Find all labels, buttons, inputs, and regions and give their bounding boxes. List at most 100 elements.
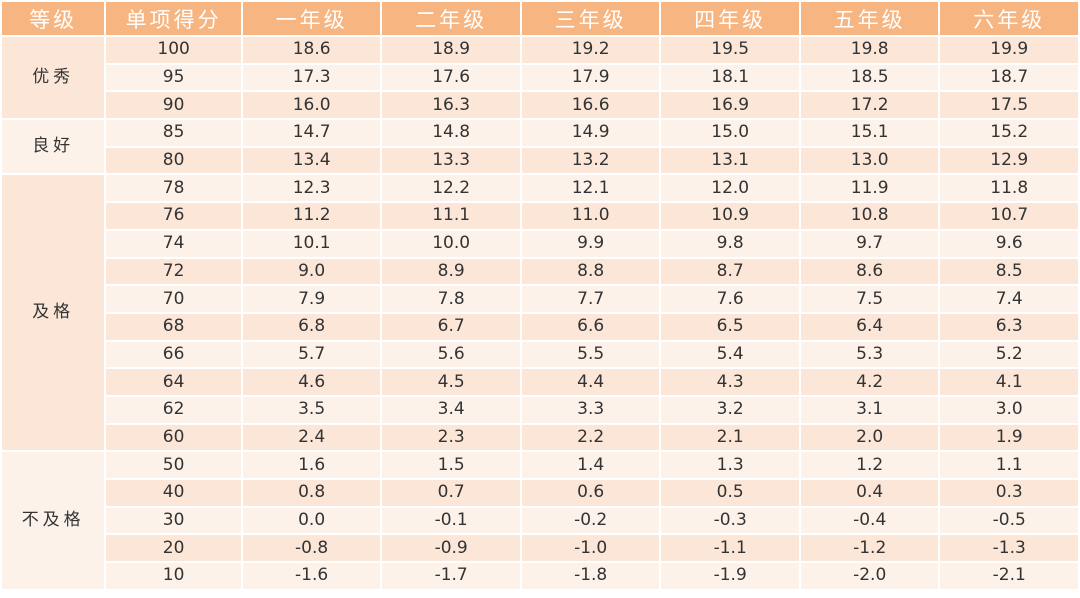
value-cell-grade-5: 11.9 bbox=[800, 175, 939, 202]
value-cell-grade-1: 9.0 bbox=[242, 258, 381, 285]
value-cell-grade-3: 0.6 bbox=[521, 480, 660, 506]
score-cell: 10 bbox=[106, 563, 241, 589]
value-cell-grade-4: -1.1 bbox=[661, 535, 799, 562]
value-cell-grade-3: 4.4 bbox=[521, 369, 660, 395]
value-cell-grade-6: 4.1 bbox=[940, 369, 1078, 395]
value-cell-grade-1: 0.0 bbox=[242, 507, 381, 534]
header-grade-2: 二年级 bbox=[382, 2, 520, 35]
value-cell-grade-4: 19.5 bbox=[661, 37, 799, 63]
value-cell-grade-4: 0.5 bbox=[661, 480, 799, 506]
value-cell-grade-3: 7.7 bbox=[521, 286, 660, 312]
table-row: 优秀 100 18.6 18.9 19.2 19.5 19.8 19.9 bbox=[2, 37, 1078, 119]
score-cell: 95 bbox=[106, 64, 241, 91]
value-cell-grade-2: -1.7 bbox=[382, 563, 520, 589]
value-cell-grade-6: 1.1 bbox=[940, 452, 1078, 478]
value-cell-grade-4: 18.1 bbox=[661, 64, 799, 91]
value-cell-grade-4: 12.0 bbox=[661, 175, 799, 202]
value-cell-grade-5: 18.5 bbox=[800, 64, 939, 91]
value-cell-grade-6: 15.2 bbox=[940, 120, 1078, 146]
value-cell-grade-4: 10.9 bbox=[661, 203, 799, 229]
value-cell-grade-3: 3.3 bbox=[521, 396, 660, 423]
value-cell-grade-2: 14.8 bbox=[382, 120, 520, 146]
score-cell: 60 bbox=[106, 424, 241, 451]
value-cell-grade-6: 5.2 bbox=[940, 341, 1078, 368]
table-row: 80 13.4 13.3 13.2 13.1 13.0 12.9 bbox=[2, 147, 1078, 174]
score-cell: 78 bbox=[106, 175, 241, 202]
value-cell-grade-1: -1.6 bbox=[242, 563, 381, 589]
value-cell-grade-1: 12.3 bbox=[242, 175, 381, 202]
value-cell-grade-2: 8.9 bbox=[382, 258, 520, 285]
value-cell-grade-3: 13.2 bbox=[521, 147, 660, 174]
value-cell-grade-5: -0.4 bbox=[800, 507, 939, 534]
value-cell-grade-2: -0.1 bbox=[382, 507, 520, 534]
value-cell-grade-4: -1.9 bbox=[661, 563, 799, 589]
grade-level-cell: 良好 bbox=[2, 120, 105, 174]
value-cell-grade-1: 10.1 bbox=[242, 230, 381, 257]
score-cell: 100 bbox=[106, 37, 241, 63]
value-cell-grade-4: 8.7 bbox=[661, 258, 799, 285]
value-cell-grade-6: 7.4 bbox=[940, 286, 1078, 312]
value-cell-grade-1: 13.4 bbox=[242, 147, 381, 174]
table-row: 74 10.1 10.0 9.9 9.8 9.7 9.6 bbox=[2, 230, 1078, 257]
value-cell-grade-3: 16.6 bbox=[521, 92, 660, 119]
table-row: 30 0.0 -0.1 -0.2 -0.3 -0.4 -0.5 bbox=[2, 507, 1078, 534]
score-cell: 62 bbox=[106, 396, 241, 423]
value-cell-grade-3: 17.9 bbox=[521, 64, 660, 91]
value-cell-grade-2: 13.3 bbox=[382, 147, 520, 174]
value-cell-grade-3: 12.1 bbox=[521, 175, 660, 202]
value-cell-grade-2: -0.9 bbox=[382, 535, 520, 562]
value-cell-grade-2: 16.3 bbox=[382, 92, 520, 119]
value-cell-grade-1: 17.3 bbox=[242, 64, 381, 91]
value-cell-grade-5: 4.2 bbox=[800, 369, 939, 395]
score-cell: 70 bbox=[106, 286, 241, 312]
table-row: 72 9.0 8.9 8.8 8.7 8.6 8.5 bbox=[2, 258, 1078, 285]
value-cell-grade-6: 11.8 bbox=[940, 175, 1078, 202]
score-cell: 66 bbox=[106, 341, 241, 368]
value-cell-grade-6: 17.5 bbox=[940, 92, 1078, 119]
value-cell-grade-5: 2.0 bbox=[800, 424, 939, 451]
value-cell-grade-6: -2.1 bbox=[940, 563, 1078, 589]
table-row: 及格 78 12.3 12.2 12.1 12.0 11.9 11.8 bbox=[2, 175, 1078, 451]
value-cell-grade-6: 6.3 bbox=[940, 313, 1078, 340]
value-cell-grade-1: 18.6 bbox=[242, 37, 381, 63]
value-cell-grade-1: 11.2 bbox=[242, 203, 381, 229]
value-cell-grade-5: -2.0 bbox=[800, 563, 939, 589]
value-cell-grade-4: 5.4 bbox=[661, 341, 799, 368]
value-cell-grade-5: 7.5 bbox=[800, 286, 939, 312]
value-cell-grade-1: 14.7 bbox=[242, 120, 381, 146]
table-row: 62 3.5 3.4 3.3 3.2 3.1 3.0 bbox=[2, 396, 1078, 423]
value-cell-grade-1: 6.8 bbox=[242, 313, 381, 340]
grade-level-cell: 不及格 bbox=[2, 452, 105, 589]
header-grade-6: 六年级 bbox=[940, 2, 1078, 35]
value-cell-grade-3: -1.8 bbox=[521, 563, 660, 589]
value-cell-grade-2: 2.3 bbox=[382, 424, 520, 451]
value-cell-grade-5: 17.2 bbox=[800, 92, 939, 119]
score-cell: 68 bbox=[106, 313, 241, 340]
score-cell: 80 bbox=[106, 147, 241, 174]
value-cell-grade-6: 18.7 bbox=[940, 64, 1078, 91]
value-cell-grade-3: -0.2 bbox=[521, 507, 660, 534]
value-cell-grade-3: 2.2 bbox=[521, 424, 660, 451]
value-cell-grade-2: 5.6 bbox=[382, 341, 520, 368]
value-cell-grade-2: 11.1 bbox=[382, 203, 520, 229]
value-cell-grade-4: 15.0 bbox=[661, 120, 799, 146]
table-row: 68 6.8 6.7 6.6 6.5 6.4 6.3 bbox=[2, 313, 1078, 340]
value-cell-grade-4: 1.3 bbox=[661, 452, 799, 478]
value-cell-grade-3: -1.0 bbox=[521, 535, 660, 562]
table-row: 66 5.7 5.6 5.5 5.4 5.3 5.2 bbox=[2, 341, 1078, 368]
table-row: 70 7.9 7.8 7.7 7.6 7.5 7.4 bbox=[2, 286, 1078, 312]
value-cell-grade-6: 1.9 bbox=[940, 424, 1078, 451]
value-cell-grade-4: 7.6 bbox=[661, 286, 799, 312]
value-cell-grade-2: 3.4 bbox=[382, 396, 520, 423]
table-body: 优秀 100 18.6 18.9 19.2 19.5 19.8 19.9 95 17.3 17.6 1… bbox=[2, 37, 1078, 589]
value-cell-grade-3: 11.0 bbox=[521, 203, 660, 229]
score-cell: 76 bbox=[106, 203, 241, 229]
value-cell-grade-5: 1.2 bbox=[800, 452, 939, 478]
value-cell-grade-5: 5.3 bbox=[800, 341, 939, 368]
value-cell-grade-5: -1.2 bbox=[800, 535, 939, 562]
table-row: 90 16.0 16.3 16.6 16.9 17.2 17.5 bbox=[2, 92, 1078, 119]
header-grade-1: 一年级 bbox=[242, 2, 381, 35]
value-cell-grade-2: 18.9 bbox=[382, 37, 520, 63]
value-cell-grade-6: 19.9 bbox=[940, 37, 1078, 63]
table-row: 10 -1.6 -1.7 -1.8 -1.9 -2.0 -2.1 bbox=[2, 563, 1078, 589]
